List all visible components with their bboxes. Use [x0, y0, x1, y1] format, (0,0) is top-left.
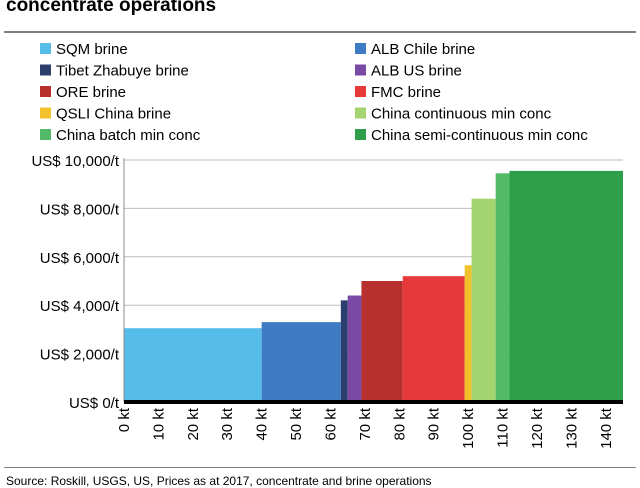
- legend-label-4: ORE brine: [56, 84, 126, 101]
- legend-label-5: FMC brine: [371, 84, 441, 101]
- bar-4: [361, 281, 403, 402]
- bar-8: [495, 173, 510, 402]
- y-tick-label-0: US$ 0/t: [69, 395, 120, 412]
- legend-swatch-0: [40, 43, 51, 54]
- bar-7: [471, 198, 496, 402]
- bar-6: [464, 265, 472, 402]
- x-tick-label-8: 80 kt: [391, 407, 408, 440]
- legend-swatch-2: [40, 64, 51, 76]
- x-tick-label-0: 0 kt: [116, 407, 133, 432]
- x-tick-label-9: 90 kt: [426, 407, 443, 440]
- x-tick-label-12: 120 kt: [529, 407, 546, 449]
- bars: [124, 170, 623, 402]
- legend: SQM brine ALB Chile brine Tibet Zhabuye br…: [40, 41, 588, 144]
- legend-swatch-9: [355, 129, 366, 140]
- legend-swatch-8: [40, 129, 51, 140]
- x-tick-label-3: 30 kt: [219, 407, 236, 440]
- axes: [123, 158, 623, 404]
- y-tick-label-3: US$ 6,000/t: [40, 250, 120, 267]
- legend-label-0: SQM brine: [56, 41, 128, 58]
- x-tick-label-1: 10 kt: [150, 407, 167, 440]
- bar-1: [261, 322, 341, 402]
- y-tick-labels: US$ 0/t US$ 2,000/t US$ 4,000/t US$ 6,000/t…: [31, 153, 119, 412]
- x-tick-label-5: 50 kt: [288, 407, 305, 440]
- y-tick-label-4: US$ 8,000/t: [40, 201, 120, 218]
- x-tick-label-6: 60 kt: [322, 407, 339, 440]
- bar-3: [347, 295, 362, 402]
- bottom-divider: [4, 467, 636, 468]
- bar-2: [340, 300, 348, 402]
- legend-swatch-6: [40, 107, 51, 119]
- legend-swatch-5: [355, 86, 366, 97]
- legend-label-9: China semi-continuous min conc: [371, 127, 588, 144]
- legend-swatch-7: [355, 107, 366, 119]
- x-tick-label-10: 100 kt: [460, 407, 477, 449]
- top-divider: [4, 31, 636, 33]
- legend-label-6: QSLI China brine: [56, 106, 171, 123]
- legend-label-3: ALB US brine: [371, 63, 462, 80]
- source-note: Source: Roskill, USGS, US, Prices as at …: [6, 474, 432, 488]
- legend-label-8: China batch min conc: [56, 127, 201, 144]
- chart-title: concentrate operations: [6, 0, 217, 16]
- y-tick-label-1: US$ 2,000/t: [40, 347, 120, 364]
- legend-label-2: Tibet Zhabuye brine: [56, 63, 189, 80]
- legend-label-1: ALB Chile brine: [371, 41, 475, 58]
- bar-5: [402, 276, 465, 402]
- bar-0: [124, 328, 262, 402]
- bar-9: [509, 170, 623, 402]
- x-tick-label-4: 40 kt: [254, 407, 271, 440]
- x-tick-label-7: 70 kt: [357, 407, 374, 440]
- x-tick-label-13: 130 kt: [563, 407, 580, 449]
- legend-swatch-4: [40, 86, 51, 97]
- legend-swatch-3: [355, 64, 366, 76]
- y-tick-label-2: US$ 4,000/t: [40, 298, 120, 315]
- y-tick-label-5: US$ 10,000/t: [31, 153, 119, 170]
- x-tick-label-2: 20 kt: [185, 407, 202, 440]
- legend-label-7: China continuous min conc: [371, 106, 552, 123]
- x-tick-label-14: 140 kt: [598, 407, 615, 449]
- x-tick-label-11: 110 kt: [495, 407, 512, 448]
- legend-swatch-1: [355, 43, 366, 54]
- x-tick-labels: 0 kt 10 kt 20 kt 30 kt 40 kt 50 kt 60 kt 70 kt 8…: [116, 407, 615, 449]
